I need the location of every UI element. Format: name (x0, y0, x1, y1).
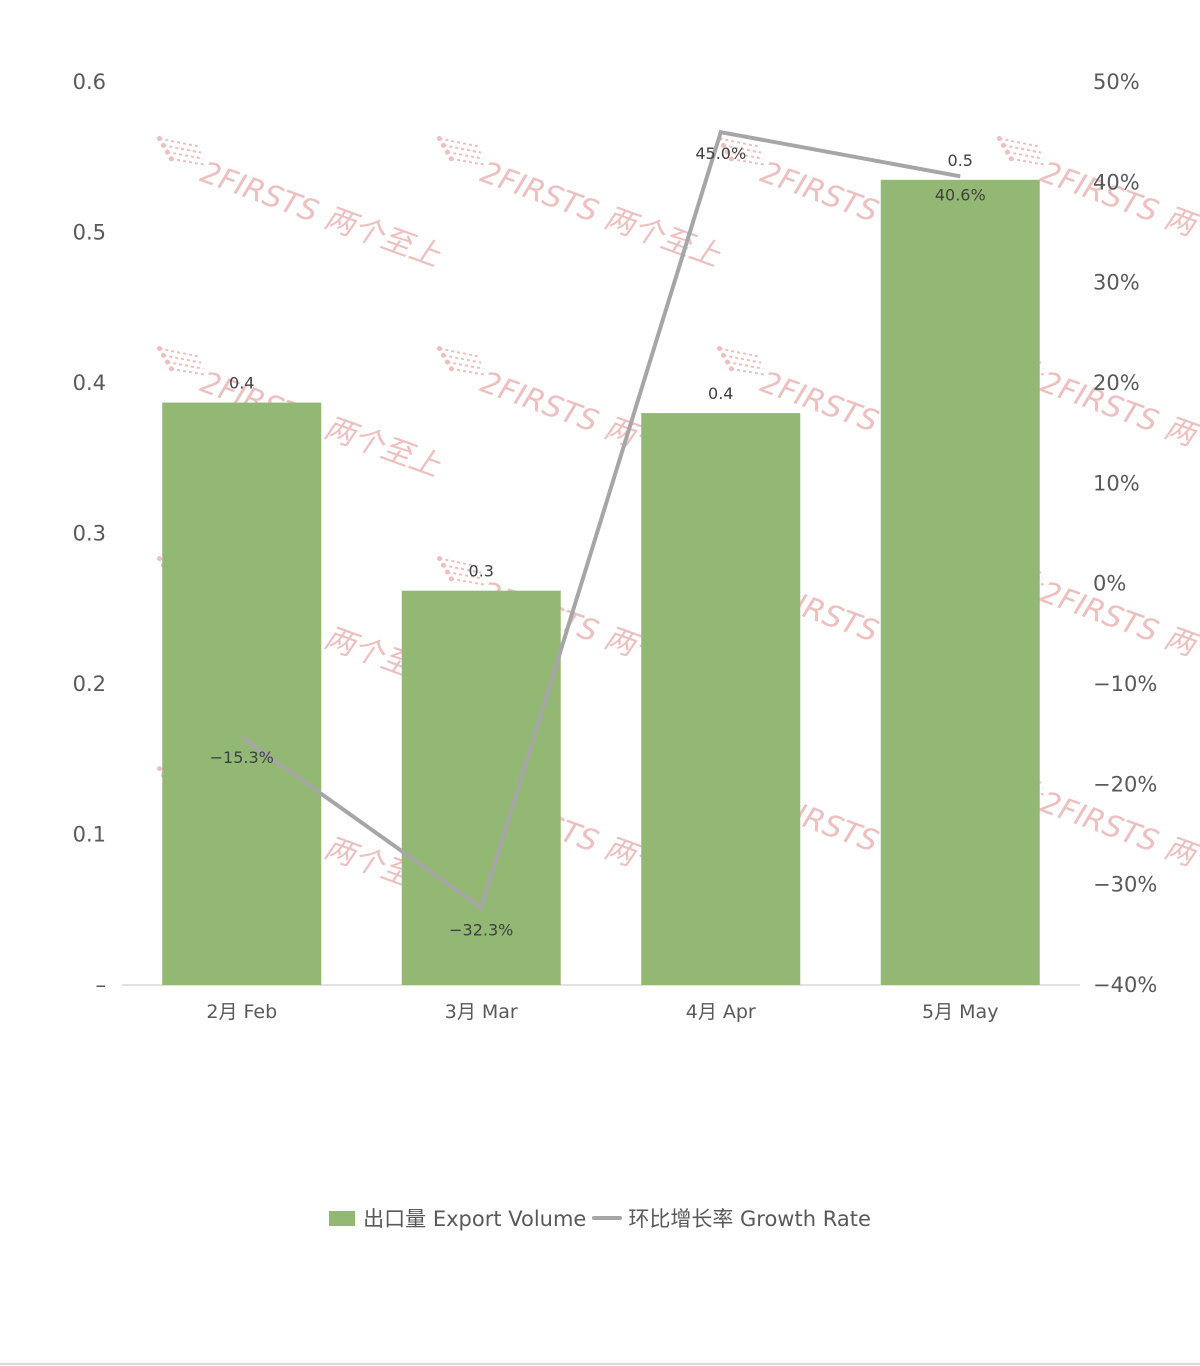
line-data-label: −32.3% (449, 921, 513, 940)
bar[interactable] (880, 179, 1040, 985)
bar-data-label: 0.4 (229, 374, 254, 393)
legend-item-export-volume[interactable]: 出口量 Export Volume (329, 1203, 586, 1233)
legend: 出口量 Export Volume 环比增长率 Growth Rate (0, 1200, 1200, 1236)
bar[interactable] (401, 590, 561, 985)
left-axis-tick-label: 0.6 (73, 70, 106, 94)
left-axis-tick-label: 0.5 (73, 221, 106, 245)
line-data-label: 45.0% (695, 144, 746, 163)
x-axis-tick-label: 3月 Mar (445, 1001, 518, 1023)
x-axis-tick-label: 4月 Apr (686, 1001, 756, 1023)
right-axis-tick-label: 10% (1093, 471, 1140, 495)
left-axis-tick-label: 0.2 (73, 672, 106, 696)
bar-series (162, 179, 1040, 986)
bar-data-label: 0.3 (469, 562, 494, 581)
right-axis-tick-label: 20% (1093, 371, 1140, 395)
x-axis-tick-label: 2月 Feb (206, 1001, 277, 1023)
line-data-label: −15.3% (210, 748, 274, 767)
watermark-text: 2FIRSTS 两个至上 (476, 155, 726, 274)
left-axis-tick-label: 0.3 (73, 522, 106, 546)
line-data-label: 40.6% (935, 185, 986, 204)
left-axis-tick-label: – (96, 973, 107, 997)
right-axis-tick-label: −10% (1093, 672, 1157, 696)
right-axis-tick-label: −20% (1093, 772, 1157, 796)
right-axis-tick-label: 50% (1093, 70, 1140, 94)
x-axis-labels: 2月 Feb 3月 Mar 4月 Apr 5月 May (206, 1001, 998, 1023)
right-axis-tick-label: −30% (1093, 873, 1157, 897)
bar[interactable] (641, 413, 801, 986)
line-data-labels: −15.3% −32.3% 45.0% 40.6% (210, 144, 986, 940)
right-axis: −40% −30% −20% −10% 0% 10% 20% 30% 40% 50% (1093, 70, 1157, 997)
legend-line-label: 环比增长率 Growth Rate (628, 1207, 871, 1231)
growth-rate-line[interactable] (240, 129, 961, 911)
watermark: 2FIRSTS 两个至上 (156, 136, 446, 274)
line-series (240, 129, 961, 911)
legend-bar-swatch (329, 1210, 356, 1226)
right-axis-tick-label: 0% (1093, 572, 1126, 596)
bar[interactable] (162, 402, 322, 985)
bottom-rule (0, 1363, 1200, 1365)
bar-data-label: 0.5 (948, 151, 973, 170)
legend-line-swatch (592, 1216, 623, 1220)
right-axis-tick-label: 40% (1093, 170, 1140, 194)
right-axis-tick-label: −40% (1093, 973, 1157, 997)
right-axis-tick-label: 30% (1093, 271, 1140, 295)
watermark-text: 2FIRSTS 两个至上 (196, 155, 446, 274)
legend-item-growth-rate[interactable]: 环比增长率 Growth Rate (592, 1203, 871, 1233)
left-axis-tick-label: 0.1 (73, 823, 106, 847)
bar-data-label: 0.4 (708, 384, 733, 403)
left-axis: – 0.1 0.2 0.3 0.4 0.5 0.6 (73, 70, 106, 997)
x-axis-tick-label: 5月 May (922, 1001, 998, 1023)
left-axis-tick-label: 0.4 (73, 371, 106, 395)
bar-data-labels: 0.4 0.3 0.4 0.5 (229, 151, 973, 581)
legend-bar-label: 出口量 Export Volume (363, 1207, 587, 1231)
